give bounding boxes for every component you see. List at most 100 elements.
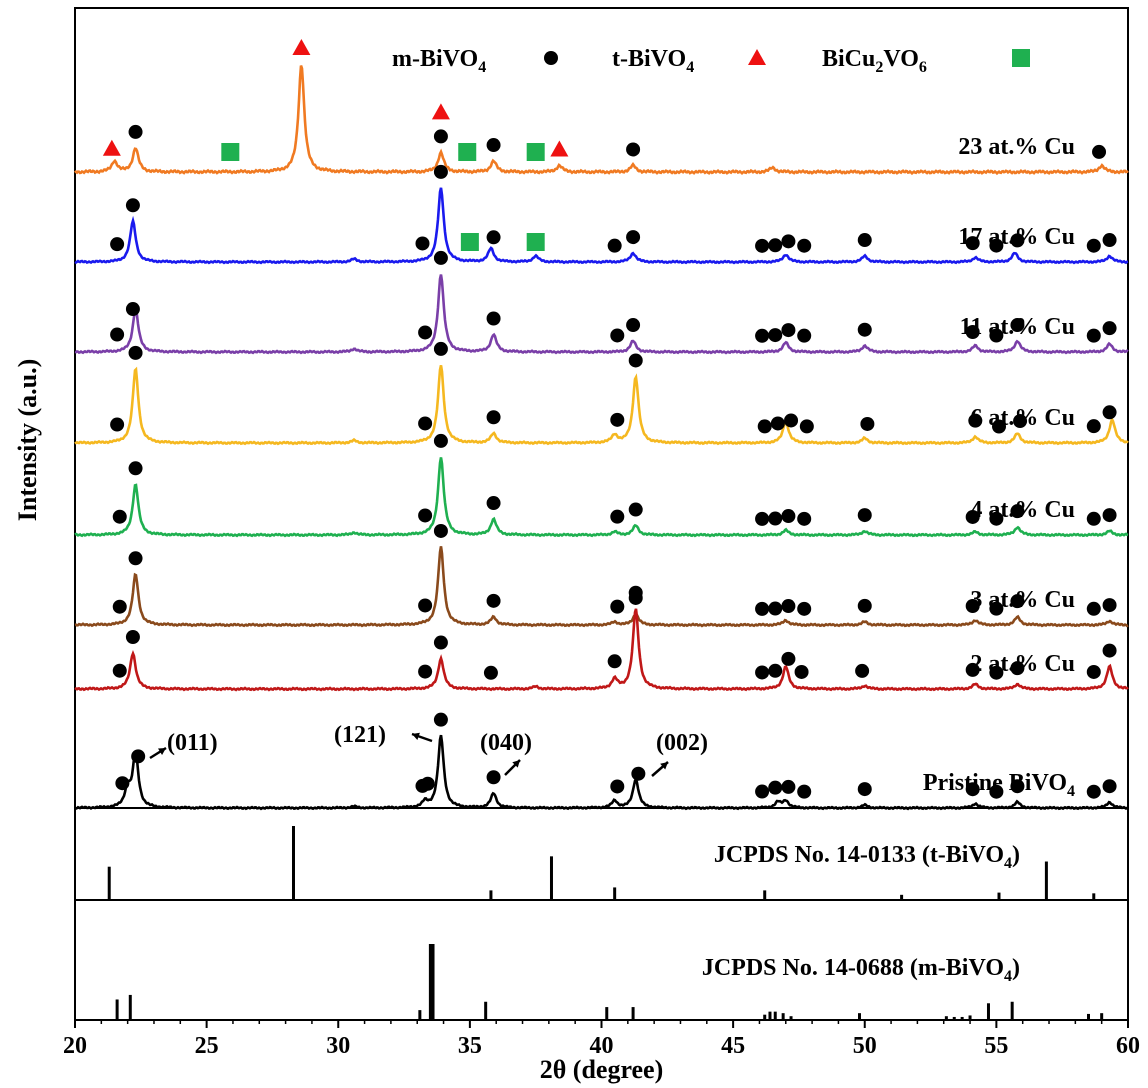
marker-circle — [418, 508, 433, 523]
marker-circle — [1013, 414, 1028, 429]
marker-circle — [781, 234, 796, 249]
marker-square — [460, 233, 479, 251]
marker-circle — [486, 230, 501, 245]
markers-1 — [110, 164, 1117, 253]
marker-circle — [965, 662, 980, 677]
markers-5 — [112, 523, 1117, 616]
marker-circle — [418, 325, 433, 340]
marker-circle — [112, 663, 127, 678]
reference-1: JCPDS No. 14-0688 (m-BiVO4) — [115, 944, 1104, 1020]
marker-layer — [102, 38, 1117, 799]
marker-circle — [112, 509, 127, 524]
marker-circle — [797, 328, 812, 343]
marker-circle — [755, 665, 770, 680]
marker-circle — [781, 599, 796, 614]
marker-circle — [989, 784, 1004, 799]
marker-circle — [626, 230, 641, 245]
marker-circle — [1086, 601, 1101, 616]
hkl-arrowhead — [660, 762, 668, 770]
markers-7 — [115, 712, 1117, 799]
marker-circle — [1010, 318, 1025, 333]
markers-3 — [110, 341, 1117, 434]
x-tick-label: 55 — [984, 1033, 1008, 1059]
marker-circle — [433, 129, 448, 144]
marker-circle — [797, 238, 812, 253]
x-tick-label: 60 — [1116, 1033, 1140, 1059]
series-line — [74, 546, 1129, 628]
marker-square — [526, 233, 545, 251]
legend-label: t-BiVO4 — [612, 46, 694, 76]
marker-circle — [768, 328, 783, 343]
series-5: 3 at.% Cu — [74, 546, 1129, 628]
marker-circle — [1102, 233, 1117, 248]
marker-square — [458, 143, 477, 161]
hkl-label: (002) — [656, 730, 708, 756]
marker-circle — [755, 238, 770, 253]
x-tick-label: 45 — [721, 1033, 745, 1059]
marker-circle — [965, 782, 980, 797]
marker-circle — [781, 779, 796, 794]
legend-marker-square — [1012, 49, 1030, 67]
marker-circle — [755, 784, 770, 799]
marker-circle — [631, 766, 646, 781]
marker-circle — [755, 328, 770, 343]
marker-circle — [486, 138, 501, 153]
marker-circle — [115, 776, 130, 791]
marker-circle — [486, 496, 501, 511]
marker-circle — [781, 509, 796, 524]
series-line — [74, 608, 1129, 692]
marker-circle — [797, 601, 812, 616]
marker-circle — [110, 327, 125, 342]
marker-circle — [797, 784, 812, 799]
x-tick-label: 50 — [853, 1033, 877, 1059]
marker-circle — [486, 311, 501, 326]
marker-circle — [857, 322, 872, 337]
marker-circle — [1086, 419, 1101, 434]
marker-circle — [768, 780, 783, 795]
marker-circle — [768, 601, 783, 616]
markers-2 — [110, 250, 1117, 343]
series-2: 11 at.% Cu — [74, 274, 1129, 355]
markers-6 — [112, 585, 1117, 680]
x-tick-label: 35 — [458, 1033, 482, 1059]
marker-circle — [610, 779, 625, 794]
x-tick-label: 20 — [63, 1033, 87, 1059]
series-3: 6 at.% Cu — [74, 365, 1129, 446]
marker-circle — [433, 250, 448, 265]
marker-circle — [1102, 405, 1117, 420]
marker-circle — [433, 433, 448, 448]
marker-circle — [125, 302, 140, 317]
marker-circle — [989, 511, 1004, 526]
marker-circle — [125, 629, 140, 644]
marker-circle — [128, 461, 143, 476]
marker-circle — [781, 323, 796, 338]
series-6: 2 at.% Cu — [74, 608, 1129, 692]
series-1: 17 at.% Cu — [74, 187, 1129, 265]
x-tick-label: 30 — [326, 1033, 350, 1059]
marker-circle — [768, 511, 783, 526]
marker-triangle — [102, 139, 121, 156]
legend-item-1: t-BiVO4 — [612, 46, 766, 76]
marker-circle — [112, 599, 127, 614]
marker-circle — [797, 511, 812, 526]
legend-label: m-BiVO4 — [392, 46, 486, 76]
series-line — [74, 65, 1129, 176]
marker-circle — [857, 508, 872, 523]
marker-circle — [989, 238, 1004, 253]
reference-label: JCPDS No. 14-0688 (m-BiVO4) — [702, 955, 1020, 985]
marker-circle — [757, 419, 772, 434]
y-axis-label: Intensity (a.u.) — [13, 359, 42, 522]
marker-circle — [610, 412, 625, 427]
marker-circle — [1086, 784, 1101, 799]
marker-circle — [486, 593, 501, 608]
series-line — [74, 365, 1129, 446]
marker-circle — [125, 198, 140, 213]
marker-circle — [433, 341, 448, 356]
series-line — [74, 457, 1129, 538]
marker-circle — [433, 635, 448, 650]
legend-item-0: m-BiVO4 — [392, 46, 558, 76]
marker-circle — [610, 599, 625, 614]
marker-circle — [965, 599, 980, 614]
marker-circle — [1010, 504, 1025, 519]
